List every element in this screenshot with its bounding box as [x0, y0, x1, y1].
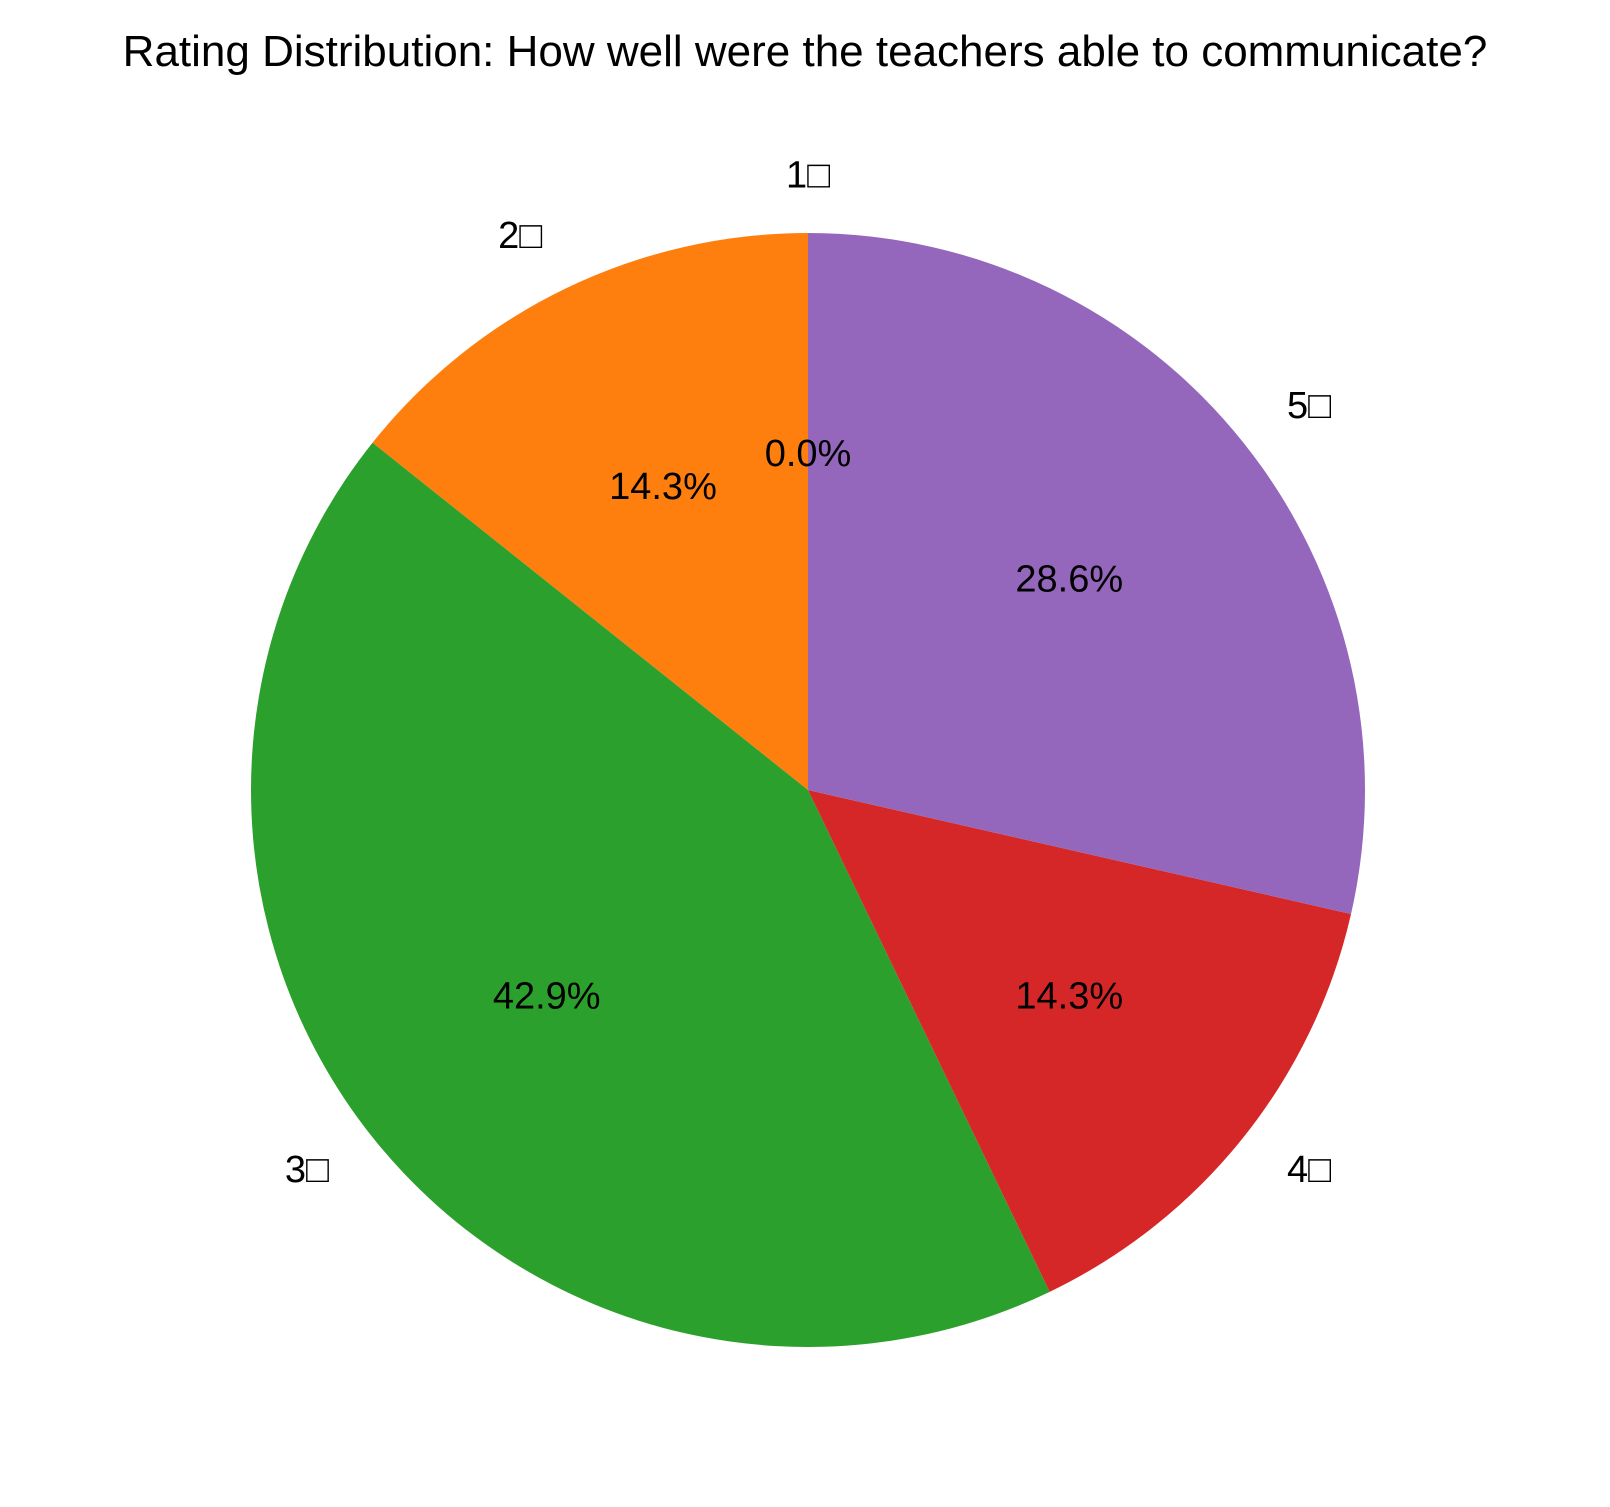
slice-4-percent-label: 14.3% [1015, 975, 1123, 1017]
slice-1-percent-label: 0.0% [765, 433, 852, 475]
slice-5 [808, 233, 1365, 914]
pie-labels: 1□ 2□ 3□ 4□ 5□ [285, 154, 1331, 1191]
chart-title: Rating Distribution: How well were the t… [123, 27, 1488, 76]
slice-2-label: 2□ [498, 215, 542, 257]
slice-5-percent-label: 28.6% [1015, 559, 1123, 601]
slice-3 [251, 442, 1050, 1347]
slice-5-label: 5□ [1287, 385, 1331, 427]
slice-2 [372, 233, 808, 790]
slice-3-percent-label: 42.9% [493, 975, 601, 1017]
pie-slices [251, 233, 1365, 1347]
pie-percent-labels: 0.0% 14.3% 42.9% 14.3% 28.6% [493, 433, 1123, 1018]
slice-4 [808, 790, 1352, 1292]
slice-3-label: 3□ [285, 1149, 329, 1191]
slice-4-label: 4□ [1287, 1149, 1331, 1191]
slice-1-label: 1□ [786, 154, 830, 196]
slice-2-percent-label: 14.3% [609, 466, 717, 508]
